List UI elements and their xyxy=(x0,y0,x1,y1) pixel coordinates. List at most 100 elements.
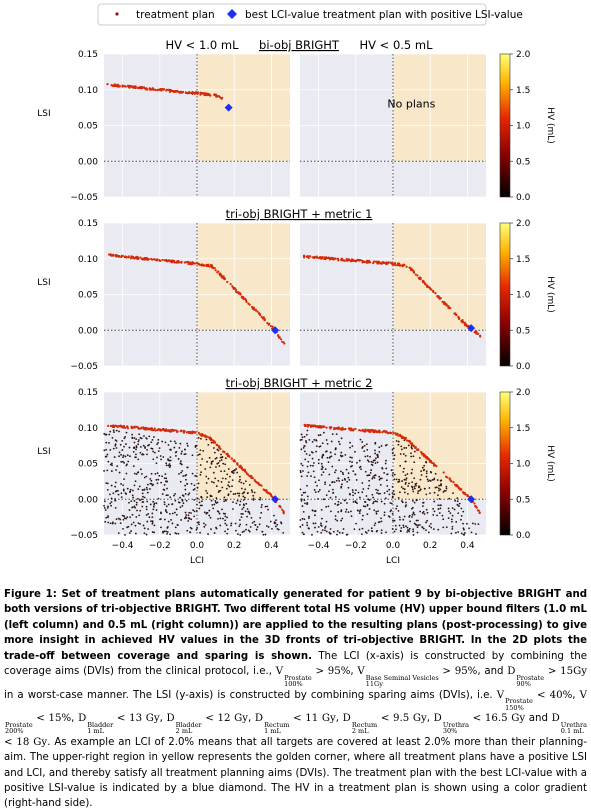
plan-point xyxy=(408,530,410,533)
plan-point xyxy=(245,299,248,302)
plan-point xyxy=(213,440,216,443)
plan-point xyxy=(395,528,397,531)
y-tick-label: −0.05 xyxy=(70,531,98,541)
plan-point xyxy=(330,455,333,458)
plan-point xyxy=(143,476,146,479)
plan-point xyxy=(223,470,226,473)
plan-point xyxy=(202,434,205,437)
plan-point xyxy=(302,446,305,449)
plan-point xyxy=(201,500,203,503)
plan-point xyxy=(444,489,447,492)
plan-point xyxy=(331,488,334,491)
plan-point xyxy=(219,456,222,459)
plan-point xyxy=(380,517,382,520)
plan-point xyxy=(322,471,325,474)
plan-point xyxy=(380,445,383,447)
plan-point xyxy=(191,261,195,265)
plan-point xyxy=(342,528,345,530)
plan-point xyxy=(389,502,392,504)
plan-point xyxy=(152,436,155,438)
plan-point xyxy=(137,458,140,461)
plan-point xyxy=(105,482,108,485)
plan-point xyxy=(445,487,448,490)
plan-point xyxy=(353,528,356,531)
plan-point xyxy=(179,480,182,483)
plan-point xyxy=(354,500,357,503)
plan-point xyxy=(212,507,215,510)
plan-point xyxy=(171,503,174,506)
plan-point xyxy=(149,477,152,480)
plan-point xyxy=(104,520,107,523)
plan-point xyxy=(176,524,179,527)
plan-point xyxy=(392,490,395,492)
legend-plan-label: treatment plan xyxy=(136,9,215,21)
plan-point xyxy=(405,265,408,268)
plan-point xyxy=(408,266,411,269)
plan-point xyxy=(313,439,316,441)
plan-point xyxy=(352,491,354,494)
colorbar-gradient xyxy=(499,53,511,198)
plan-point xyxy=(123,437,126,440)
caption-math-6: D Bladder 1 mL < 13 Gy xyxy=(78,713,160,736)
plan-point xyxy=(151,439,154,441)
plan-point xyxy=(221,508,223,511)
plan-point xyxy=(157,441,160,444)
plan-point xyxy=(349,427,352,431)
plan-point xyxy=(442,518,445,521)
plan-point xyxy=(173,446,176,449)
plan-point xyxy=(197,436,200,439)
plan-point xyxy=(438,297,441,300)
plan-point xyxy=(363,444,366,447)
plan-point xyxy=(116,465,119,468)
plan-point xyxy=(252,497,255,500)
plan-point xyxy=(340,519,343,522)
plan-point xyxy=(214,477,217,480)
plan-point xyxy=(358,512,361,515)
plan-point xyxy=(445,526,448,529)
plan-point xyxy=(114,443,117,446)
plan-point xyxy=(317,462,320,465)
plan-point xyxy=(241,508,244,511)
plan-point xyxy=(118,471,121,474)
plan-point xyxy=(159,429,162,432)
plan-point xyxy=(389,261,392,264)
plan-point xyxy=(304,424,307,428)
plan-point xyxy=(305,453,308,455)
plan-point xyxy=(209,516,212,519)
plan-point xyxy=(303,450,306,453)
plan-point xyxy=(131,436,134,439)
plan-point xyxy=(404,474,407,477)
plan-point xyxy=(325,439,328,441)
plan-point xyxy=(137,471,140,474)
plan-point xyxy=(245,471,248,474)
plan-point xyxy=(218,460,221,462)
plan-point xyxy=(325,520,328,523)
plan-point xyxy=(103,506,106,509)
plan-point xyxy=(413,477,416,480)
plan-point xyxy=(188,517,190,520)
plan-point xyxy=(241,513,244,515)
plan-point xyxy=(134,506,136,509)
plan-point xyxy=(150,427,153,430)
plan-point xyxy=(124,426,127,430)
plan-point xyxy=(184,474,187,477)
plan-point xyxy=(246,508,249,510)
plan-point xyxy=(239,292,242,295)
plan-point xyxy=(146,427,149,430)
plan-point xyxy=(265,488,268,492)
plan-point xyxy=(157,478,160,481)
plan-point xyxy=(199,531,202,534)
plan-point xyxy=(269,520,272,523)
plan-point xyxy=(361,261,364,264)
plan-point xyxy=(368,261,371,264)
plan-point xyxy=(477,523,480,525)
plan-point xyxy=(192,509,195,512)
caption-sep: , xyxy=(426,713,434,725)
plan-point xyxy=(197,263,201,266)
plan-point xyxy=(211,504,214,506)
plan-point xyxy=(448,510,450,513)
plan-point xyxy=(184,488,187,491)
plan-point xyxy=(307,256,310,260)
plan-point xyxy=(400,500,403,502)
plan-point xyxy=(144,447,147,449)
